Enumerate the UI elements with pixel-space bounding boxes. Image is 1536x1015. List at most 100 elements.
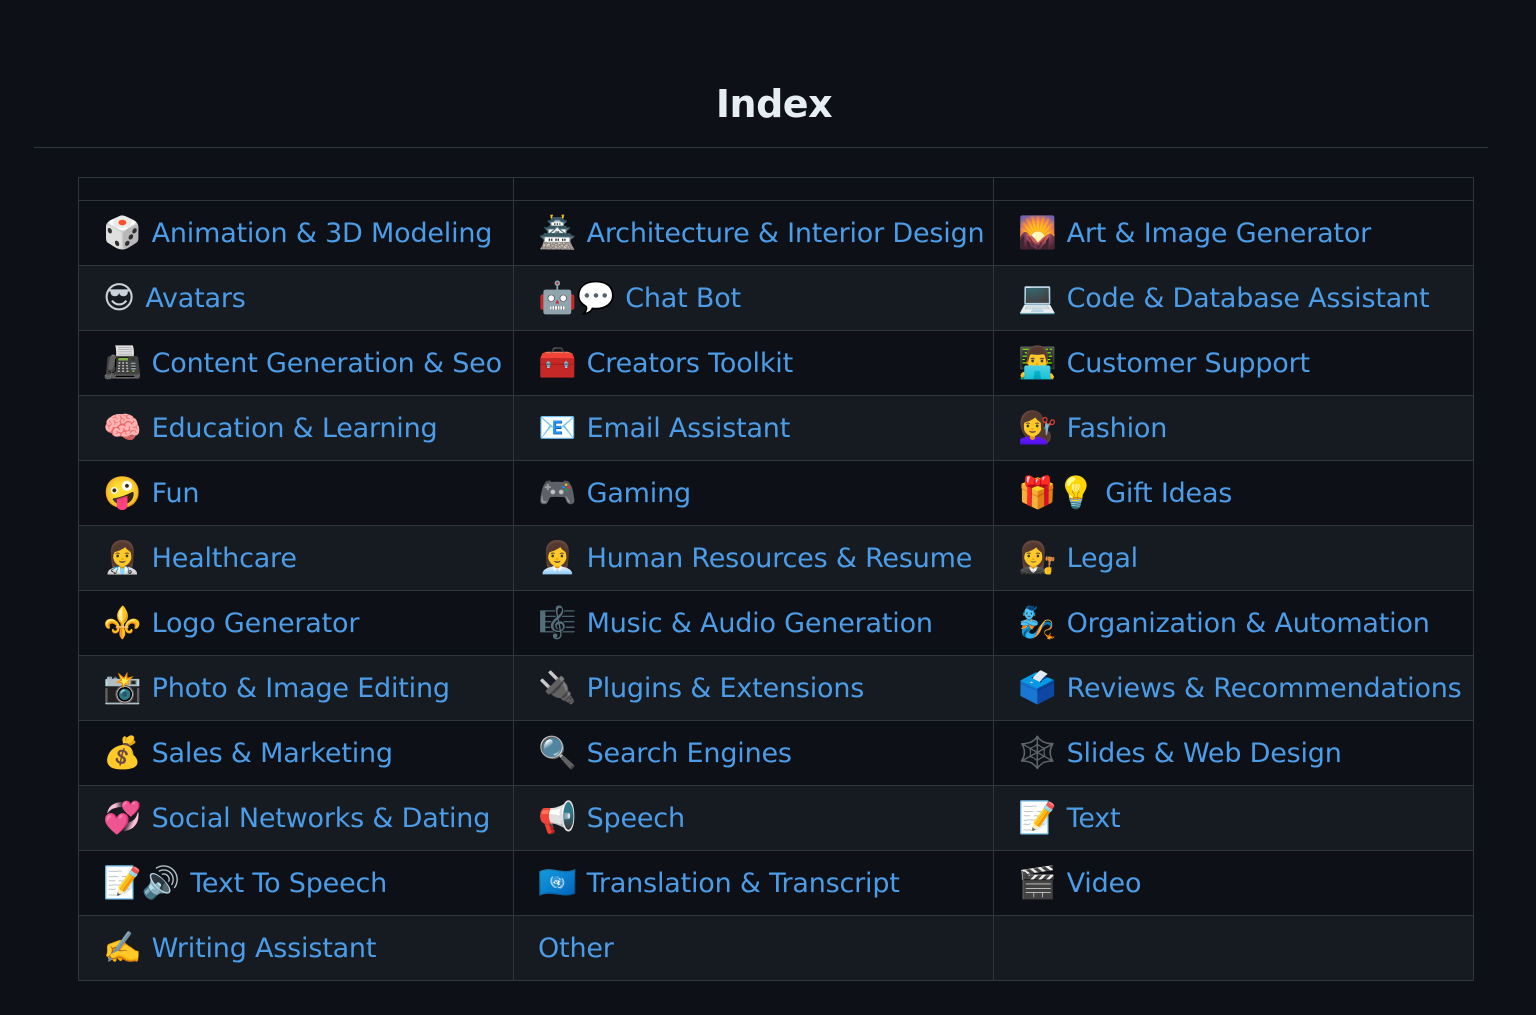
category-label: Chat Bot bbox=[625, 282, 741, 314]
laptop-icon: 💻 bbox=[1018, 279, 1057, 316]
category-link[interactable]: 🧰 Creators Toolkit bbox=[538, 347, 794, 379]
table-cell: 👩‍⚖️ Legal bbox=[993, 525, 1474, 591]
category-label: Creators Toolkit bbox=[586, 347, 794, 379]
table-row: 👩‍⚕️ Healthcare 👩‍💼 Human Resources & Resum… bbox=[78, 525, 1474, 591]
index-table: 🎲 Animation & 3D Modeling 🏯 Architecture & … bbox=[78, 177, 1474, 981]
table-cell: 📝 Text bbox=[993, 785, 1474, 851]
memo-speaker-icon: 📝🔊 bbox=[103, 864, 181, 901]
category-link[interactable]: 🎲 Animation & 3D Modeling bbox=[103, 214, 492, 251]
category-link[interactable]: Other bbox=[538, 933, 614, 964]
category-link[interactable]: 🎮 Gaming bbox=[538, 477, 692, 509]
category-link[interactable]: 🕸️ Slides & Web Design bbox=[1018, 734, 1342, 771]
category-link[interactable]: 🌄 Art & Image Generator bbox=[1018, 214, 1372, 251]
header-cell bbox=[78, 177, 514, 201]
ballot-box-icon: 🗳️ bbox=[1018, 669, 1057, 706]
category-label: Gift Ideas bbox=[1105, 477, 1233, 509]
table-cell: 💇‍♀️ Fashion bbox=[993, 395, 1474, 461]
game-die-icon: 🎲 bbox=[103, 214, 142, 251]
category-link[interactable]: 😎 Avatars bbox=[103, 279, 246, 316]
zany-face-icon: 🤪 bbox=[103, 474, 142, 511]
category-label: Logo Generator bbox=[151, 607, 360, 639]
category-label: Organization & Automation bbox=[1066, 607, 1430, 639]
united-nations-flag-icon: 🇺🇳 bbox=[538, 864, 577, 901]
category-link[interactable]: ⚜️ Logo Generator bbox=[103, 607, 360, 639]
category-link[interactable]: 🇺🇳 Translation & Transcript bbox=[538, 864, 900, 901]
category-link[interactable]: 📢 Speech bbox=[538, 799, 685, 836]
sunrise-over-mountains-icon: 🌄 bbox=[1018, 214, 1057, 251]
magnifying-glass-icon: 🔍 bbox=[538, 734, 577, 771]
category-link[interactable]: 🗳️ Reviews & Recommendations bbox=[1018, 669, 1462, 706]
category-link[interactable]: ✍️ Writing Assistant bbox=[103, 929, 377, 966]
table-cell: 🎁💡 Gift Ideas bbox=[993, 460, 1474, 526]
table-cell: 🔌 Plugins & Extensions bbox=[513, 655, 994, 721]
category-link[interactable]: 🎬 Video bbox=[1018, 867, 1141, 899]
category-label: Text To Speech bbox=[190, 867, 388, 899]
table-cell: 🤪 Fun bbox=[78, 460, 514, 526]
category-label: Gaming bbox=[586, 477, 692, 509]
table-cell: 🗳️ Reviews & Recommendations bbox=[993, 655, 1474, 721]
category-link[interactable]: 🎼 Music & Audio Generation bbox=[538, 607, 933, 639]
category-link[interactable]: 📧 Email Assistant bbox=[538, 409, 790, 446]
category-link[interactable]: 🤪 Fun bbox=[103, 474, 200, 511]
category-label: Speech bbox=[586, 802, 685, 834]
category-link[interactable]: 🧞 Organization & Automation bbox=[1018, 604, 1430, 641]
category-link[interactable]: 🔌 Plugins & Extensions bbox=[538, 672, 865, 704]
table-row: 🎲 Animation & 3D Modeling 🏯 Architecture & … bbox=[78, 200, 1474, 266]
header-cell bbox=[513, 177, 994, 201]
table-cell: 🧠 Education & Learning bbox=[78, 395, 514, 461]
table-cell: 👨‍💻 Customer Support bbox=[993, 330, 1474, 396]
category-label: Avatars bbox=[145, 282, 246, 314]
category-label: Fun bbox=[151, 477, 200, 509]
category-label: Code & Database Assistant bbox=[1066, 282, 1430, 314]
category-label: Writing Assistant bbox=[151, 932, 377, 964]
category-link[interactable]: 👩‍⚖️ Legal bbox=[1018, 542, 1138, 574]
category-link[interactable]: 👩‍💼 Human Resources & Resume bbox=[538, 542, 972, 574]
brain-icon: 🧠 bbox=[103, 409, 142, 446]
category-link[interactable]: 🔍 Search Engines bbox=[538, 734, 792, 771]
email-icon: 📧 bbox=[538, 409, 577, 446]
table-cell: Other bbox=[513, 915, 994, 981]
genie-icon: 🧞 bbox=[1018, 604, 1057, 641]
table-cell: 🎬 Video bbox=[993, 850, 1474, 916]
category-label: Architecture & Interior Design bbox=[586, 217, 985, 249]
category-link[interactable]: 📸 Photo & Image Editing bbox=[103, 669, 450, 706]
table-cell: ⚜️ Logo Generator bbox=[78, 590, 514, 656]
table-row: 📝🔊 Text To Speech 🇺🇳 Translation & Transcri… bbox=[78, 850, 1474, 916]
category-label: Art & Image Generator bbox=[1066, 217, 1372, 249]
category-link[interactable]: 📝 Text bbox=[1018, 802, 1121, 834]
category-link[interactable]: 💻 Code & Database Assistant bbox=[1018, 279, 1430, 316]
category-link[interactable]: 🤖💬 Chat Bot bbox=[538, 282, 741, 314]
category-link[interactable]: 🧠 Education & Learning bbox=[103, 409, 438, 446]
sunglasses-face-icon: 😎 bbox=[103, 279, 136, 316]
table-cell: 🧰 Creators Toolkit bbox=[513, 330, 994, 396]
table-header bbox=[78, 177, 1474, 201]
category-label: Music & Audio Generation bbox=[586, 607, 933, 639]
table-row: 📸 Photo & Image Editing 🔌 Plugins & Extensi… bbox=[78, 655, 1474, 721]
spider-web-icon: 🕸️ bbox=[1018, 734, 1057, 771]
category-label: Content Generation & Seo bbox=[151, 347, 502, 379]
category-link[interactable]: 📝🔊 Text To Speech bbox=[103, 864, 388, 901]
table-row: 📠 Content Generation & Seo 🧰 Creators Toolk… bbox=[78, 330, 1474, 396]
category-link[interactable]: 📠 Content Generation & Seo bbox=[103, 347, 502, 379]
haircut-woman-icon: 💇‍♀️ bbox=[1018, 409, 1057, 446]
page-title: Index bbox=[715, 82, 833, 126]
category-link[interactable]: 💇‍♀️ Fashion bbox=[1018, 409, 1167, 446]
category-label: Social Networks & Dating bbox=[151, 802, 491, 834]
table-row: 💰 Sales & Marketing 🔍 Search Engines 🕸️ Slide… bbox=[78, 720, 1474, 786]
category-label: Plugins & Extensions bbox=[586, 672, 865, 704]
category-label: Sales & Marketing bbox=[151, 737, 393, 769]
category-link[interactable]: 👩‍⚕️ Healthcare bbox=[103, 542, 297, 574]
category-link[interactable]: 💰 Sales & Marketing bbox=[103, 737, 393, 769]
loudspeaker-icon: 📢 bbox=[538, 799, 577, 836]
writing-hand-icon: ✍️ bbox=[103, 929, 142, 966]
table-row: 🧠 Education & Learning 📧 Email Assistant 💇‍♀… bbox=[78, 395, 1474, 461]
camera-flash-icon: 📸 bbox=[103, 669, 142, 706]
category-link[interactable]: 🏯 Architecture & Interior Design bbox=[538, 217, 985, 249]
category-link[interactable]: 💞 Social Networks & Dating bbox=[103, 802, 491, 834]
table-cell: 🏯 Architecture & Interior Design bbox=[513, 200, 994, 266]
category-link[interactable]: 🎁💡 Gift Ideas bbox=[1018, 477, 1233, 509]
category-label: Reviews & Recommendations bbox=[1066, 672, 1462, 704]
table-cell: 🇺🇳 Translation & Transcript bbox=[513, 850, 994, 916]
table-cell: 🕸️ Slides & Web Design bbox=[993, 720, 1474, 786]
category-link[interactable]: 👨‍💻 Customer Support bbox=[1018, 347, 1310, 379]
